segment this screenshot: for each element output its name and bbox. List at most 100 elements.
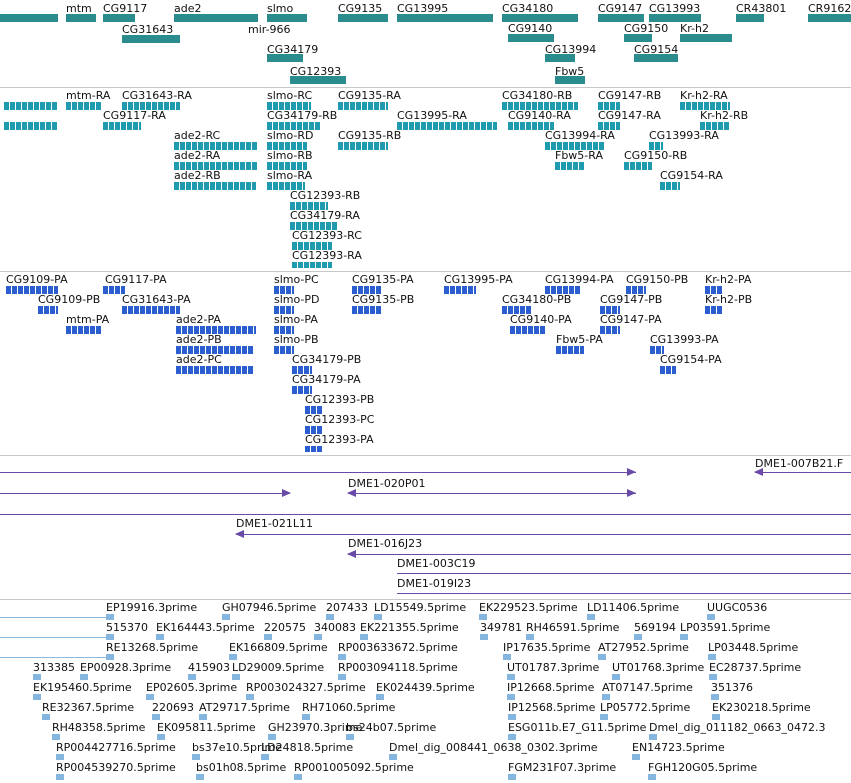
- transcript-bar[interactable]: [4, 122, 58, 130]
- est-bar[interactable]: [264, 634, 272, 640]
- protein-label[interactable]: Kr-h2-PA: [705, 273, 752, 286]
- protein-label[interactable]: Fbw5-PA: [556, 333, 603, 346]
- clone-line[interactable]: [397, 593, 851, 594]
- gene-bar[interactable]: [624, 34, 652, 42]
- transcript-bar[interactable]: [290, 222, 338, 230]
- est-bar[interactable]: [360, 634, 368, 640]
- gene-label[interactable]: CG13995: [397, 2, 449, 15]
- est-label[interactable]: 351376: [711, 681, 753, 694]
- transcript-bar[interactable]: [545, 142, 605, 150]
- transcript-bar[interactable]: [700, 122, 730, 130]
- transcript-bar[interactable]: [397, 122, 497, 130]
- transcript-label[interactable]: ade2-RB: [174, 169, 221, 182]
- est-bar[interactable]: [480, 634, 488, 640]
- protein-bar[interactable]: [600, 326, 620, 334]
- est-label[interactable]: IP17635.5prime: [503, 641, 591, 654]
- est-label[interactable]: RP003633672.5prime: [338, 641, 458, 654]
- clone-label[interactable]: DME1-016J23: [348, 537, 423, 550]
- gene-label[interactable]: CG9135: [338, 2, 383, 15]
- est-bar[interactable]: [157, 734, 165, 740]
- est-label[interactable]: EN14723.5prime: [632, 741, 725, 754]
- transcript-label[interactable]: CG13994-RA: [545, 129, 615, 142]
- est-bar[interactable]: [229, 654, 237, 660]
- transcript-label[interactable]: Kr-h2-RB: [700, 109, 749, 122]
- transcript-label[interactable]: slmo-RC: [267, 89, 313, 102]
- est-label[interactable]: 349781: [480, 621, 522, 634]
- clone-line[interactable]: [397, 573, 851, 574]
- protein-label[interactable]: CG9140-PA: [510, 313, 572, 326]
- est-bar[interactable]: [508, 714, 516, 720]
- protein-bar[interactable]: [705, 286, 723, 294]
- est-label[interactable]: RP003024327.5prime: [246, 681, 366, 694]
- protein-label[interactable]: CG34179-PA: [292, 373, 361, 386]
- est-bar[interactable]: [376, 694, 384, 700]
- est-bar[interactable]: [612, 674, 620, 680]
- gene-bar[interactable]: [338, 14, 388, 22]
- protein-label[interactable]: CG9147-PA: [600, 313, 662, 326]
- est-label[interactable]: EK230218.5prime: [712, 701, 811, 714]
- protein-label[interactable]: CG9109-PB: [38, 293, 101, 306]
- est-bar[interactable]: [587, 614, 595, 620]
- est-bar[interactable]: [346, 734, 354, 740]
- gene-bar[interactable]: [808, 14, 851, 22]
- transcript-bar[interactable]: [267, 142, 307, 150]
- est-bar[interactable]: [106, 634, 114, 640]
- est-label[interactable]: AT07147.5prime: [602, 681, 693, 694]
- gene-bar[interactable]: [680, 34, 732, 42]
- gene-bar[interactable]: [66, 14, 96, 22]
- transcript-label[interactable]: CG9140-RA: [508, 109, 571, 122]
- est-bar[interactable]: [711, 694, 719, 700]
- protein-bar[interactable]: [650, 346, 664, 354]
- est-label[interactable]: LP05772.5prime: [600, 701, 691, 714]
- est-bar[interactable]: [56, 774, 64, 780]
- transcript-bar[interactable]: [4, 102, 58, 110]
- gene-label[interactable]: CG34179: [267, 43, 319, 56]
- est-label[interactable]: IP12668.5prime: [507, 681, 595, 694]
- protein-label[interactable]: Kr-h2-PB: [705, 293, 753, 306]
- clone-line[interactable]: [348, 493, 636, 494]
- est-label[interactable]: FGH120G05.5prime: [648, 761, 758, 774]
- protein-label[interactable]: CG9135-PA: [352, 273, 414, 286]
- transcript-label[interactable]: slmo-RA: [267, 169, 313, 182]
- protein-bar[interactable]: [444, 286, 476, 294]
- gene-label[interactable]: CG9154: [634, 43, 679, 56]
- est-line[interactable]: [0, 617, 106, 618]
- protein-label[interactable]: CG9154-PA: [660, 353, 722, 366]
- protein-bar[interactable]: [305, 446, 323, 452]
- est-bar[interactable]: [42, 714, 50, 720]
- est-label[interactable]: EK024439.5prime: [376, 681, 475, 694]
- protein-bar[interactable]: [305, 426, 323, 434]
- protein-bar[interactable]: [705, 306, 723, 314]
- transcript-bar[interactable]: [267, 122, 321, 130]
- gene-bar[interactable]: [502, 14, 578, 22]
- gene-bar[interactable]: [649, 14, 701, 22]
- est-bar[interactable]: [56, 754, 64, 760]
- est-label[interactable]: ESG011b.E7_G11.5prime: [508, 721, 647, 734]
- est-label[interactable]: AT27952.5prime: [598, 641, 689, 654]
- protein-label[interactable]: slmo-PB: [274, 333, 319, 346]
- protein-bar[interactable]: [292, 386, 312, 394]
- clone-label[interactable]: DME1-003C19: [397, 557, 476, 570]
- transcript-label[interactable]: CG12393-RA: [292, 249, 362, 262]
- est-bar[interactable]: [146, 694, 154, 700]
- gene-bar[interactable]: [555, 76, 585, 84]
- est-bar[interactable]: [708, 654, 716, 660]
- est-bar[interactable]: [602, 694, 610, 700]
- protein-bar[interactable]: [274, 286, 294, 294]
- protein-bar[interactable]: [556, 346, 584, 354]
- est-label[interactable]: GH23970.3prime: [268, 721, 363, 734]
- transcript-label[interactable]: CG13995-RA: [397, 109, 467, 122]
- est-label[interactable]: bs37e10.5prime: [192, 741, 283, 754]
- est-bar[interactable]: [222, 614, 230, 620]
- gene-bar[interactable]: [103, 14, 135, 22]
- protein-label[interactable]: CG34179-PB: [292, 353, 362, 366]
- protein-label[interactable]: ade2-PB: [176, 333, 222, 346]
- est-label[interactable]: 340083: [314, 621, 356, 634]
- protein-label[interactable]: CG9147-PB: [600, 293, 663, 306]
- est-bar[interactable]: [106, 614, 114, 620]
- protein-bar[interactable]: [122, 306, 180, 314]
- transcript-label[interactable]: CG9135-RA: [338, 89, 401, 102]
- transcript-bar[interactable]: [267, 182, 305, 190]
- est-bar[interactable]: [326, 614, 334, 620]
- gene-bar[interactable]: [634, 54, 678, 62]
